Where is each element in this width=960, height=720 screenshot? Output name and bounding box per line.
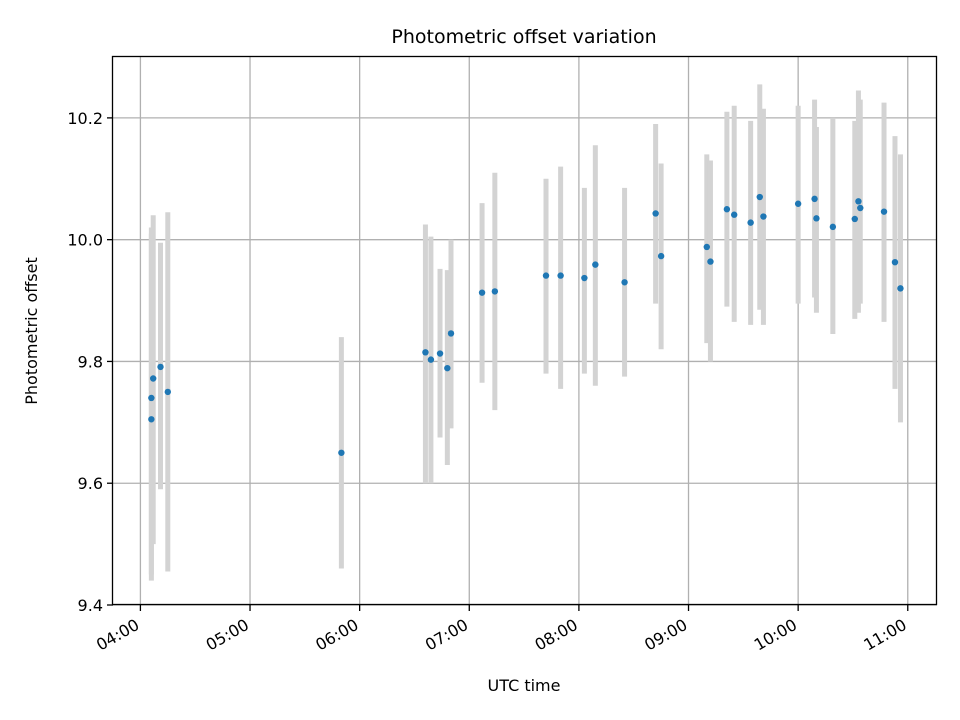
chart-title: Photometric offset variation — [391, 26, 656, 48]
data-point — [707, 258, 714, 265]
data-point — [829, 223, 837, 231]
data-point — [164, 388, 172, 396]
data-point — [491, 288, 499, 295]
data-point — [723, 206, 731, 213]
data-point — [436, 350, 444, 357]
data-point — [880, 208, 888, 215]
y-tick-label: 10.0 — [67, 231, 103, 250]
data-point — [813, 215, 820, 222]
plot-frame — [111, 55, 938, 606]
data-point — [422, 349, 429, 356]
data-point — [857, 204, 864, 212]
data-point — [652, 210, 659, 217]
data-point — [427, 356, 435, 363]
data-point — [592, 261, 599, 268]
data-point — [756, 193, 763, 201]
y-tick-label: 9.8 — [78, 352, 103, 371]
data-point — [703, 243, 710, 251]
data-point — [621, 279, 628, 286]
data-point — [897, 285, 904, 292]
data-point — [557, 272, 564, 279]
y-axis-label: Photometric offset — [22, 257, 41, 405]
data-point — [148, 394, 155, 402]
data-point — [811, 195, 818, 203]
y-axis-ticks: 9.4 9.6 9.8 10.0 10.2 — [67, 109, 113, 615]
data-point — [794, 200, 802, 207]
y-tick-label: 10.2 — [67, 109, 103, 128]
y-tick-label: 9.4 — [78, 596, 103, 615]
data-point — [747, 219, 754, 226]
data-points — [148, 193, 904, 456]
data-point — [338, 449, 345, 456]
data-point — [891, 258, 899, 266]
y-tick-label: 9.6 — [78, 474, 103, 493]
data-point — [149, 375, 157, 382]
data-point — [157, 363, 164, 371]
data-point — [478, 289, 486, 296]
data-point — [730, 211, 738, 218]
data-point — [148, 416, 155, 423]
data-point — [447, 330, 455, 337]
data-point — [855, 198, 862, 205]
data-point — [542, 272, 550, 279]
data-point — [581, 274, 588, 282]
data-point — [851, 215, 858, 223]
data-point — [760, 213, 767, 220]
x-axis-label: UTC time — [488, 676, 561, 695]
data-point — [657, 252, 665, 260]
data-point — [444, 364, 451, 372]
